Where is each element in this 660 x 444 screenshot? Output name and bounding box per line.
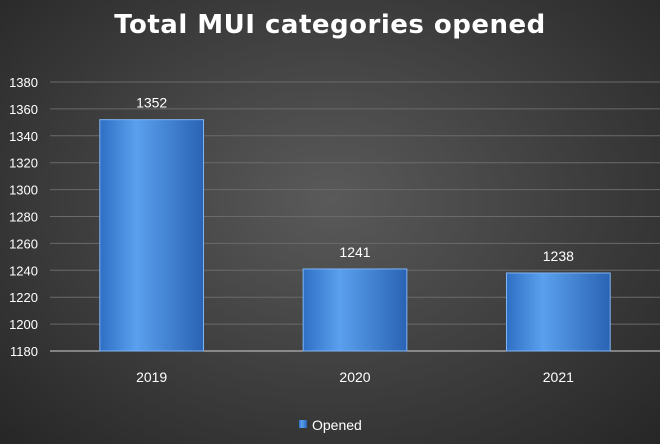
data-label-2019: 1352 (136, 95, 167, 111)
y-tick-label-1200: 1200 (9, 317, 38, 332)
y-tick-label-1180: 1180 (10, 344, 38, 359)
chart-title: Total MUI categories opened (114, 10, 546, 40)
data-label-2021: 1238 (543, 248, 574, 264)
x-tick-label-2019: 2019 (136, 369, 167, 385)
bar-2021 (505, 272, 611, 352)
legend-swatch-opened (299, 420, 307, 428)
y-tick-label-1280: 1280 (9, 210, 38, 225)
bar-2020 (302, 268, 408, 352)
x-tick-label-2021: 2021 (543, 369, 574, 385)
x-tick-label-2020: 2020 (339, 369, 370, 385)
y-tick-label-1340: 1340 (9, 129, 38, 144)
y-tick-label-1300: 1300 (9, 183, 38, 198)
data-label-2020: 1241 (339, 244, 370, 260)
x-axis: 2019 2020 2021 (136, 369, 574, 385)
y-tick-label-1380: 1380 (9, 75, 38, 90)
bar-2019 (99, 119, 205, 352)
legend: Opened (299, 417, 362, 433)
y-tick-label-1320: 1320 (9, 156, 38, 171)
y-tick-label-1220: 1220 (9, 290, 38, 305)
legend-label-opened: Opened (312, 417, 362, 433)
y-tick-label-1360: 1360 (9, 102, 38, 117)
y-tick-label-1240: 1240 (9, 263, 38, 278)
y-tick-label-1260: 1260 (9, 236, 38, 251)
bars: 1352 1241 1238 (99, 95, 611, 352)
y-axis: 1180 1200 1220 1240 1260 1280 1300 1320 1340 1360… (9, 75, 660, 359)
